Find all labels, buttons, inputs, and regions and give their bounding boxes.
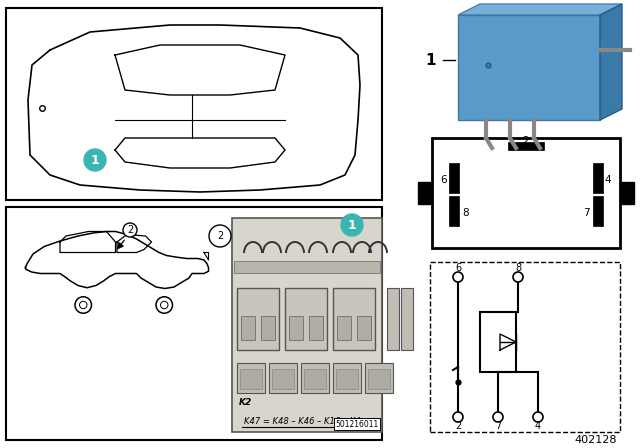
- Text: 7: 7: [582, 208, 589, 218]
- Circle shape: [123, 223, 137, 237]
- Text: 1: 1: [91, 154, 99, 167]
- Bar: [337, 316, 351, 340]
- Bar: [401, 288, 413, 350]
- Bar: [6, 8, 382, 200]
- Bar: [357, 316, 371, 340]
- Text: 2: 2: [127, 225, 133, 235]
- Bar: [333, 363, 361, 393]
- Text: 501216011: 501216011: [335, 419, 379, 428]
- Circle shape: [156, 297, 173, 313]
- Bar: [237, 288, 279, 350]
- Text: 6: 6: [455, 263, 461, 273]
- Circle shape: [453, 412, 463, 422]
- Text: 1: 1: [348, 219, 356, 232]
- Text: 2: 2: [217, 231, 223, 241]
- Circle shape: [493, 412, 503, 422]
- Text: 4: 4: [605, 175, 611, 185]
- Bar: [289, 316, 303, 340]
- Circle shape: [209, 225, 231, 247]
- Text: 2: 2: [523, 136, 529, 146]
- Circle shape: [79, 302, 87, 309]
- Bar: [449, 196, 459, 226]
- Text: 402128: 402128: [575, 435, 617, 445]
- Bar: [301, 363, 329, 393]
- Bar: [6, 207, 382, 440]
- Bar: [593, 163, 603, 193]
- Text: 8: 8: [515, 263, 521, 273]
- Circle shape: [533, 412, 543, 422]
- Text: 6: 6: [441, 175, 447, 185]
- Bar: [261, 316, 275, 340]
- Bar: [449, 163, 459, 193]
- Bar: [240, 369, 262, 389]
- Bar: [365, 363, 393, 393]
- Circle shape: [513, 272, 523, 282]
- Bar: [269, 363, 297, 393]
- Bar: [430, 262, 620, 432]
- Bar: [336, 369, 358, 389]
- Bar: [418, 182, 432, 204]
- Text: 4: 4: [535, 421, 541, 431]
- Bar: [333, 288, 375, 350]
- Polygon shape: [458, 15, 600, 120]
- Circle shape: [75, 297, 92, 313]
- Bar: [232, 218, 382, 432]
- Bar: [368, 369, 390, 389]
- Text: 2: 2: [455, 421, 461, 431]
- Bar: [234, 261, 380, 273]
- Bar: [304, 369, 326, 389]
- Circle shape: [453, 272, 463, 282]
- Text: 1: 1: [426, 52, 436, 68]
- Circle shape: [341, 214, 363, 236]
- Bar: [241, 316, 255, 340]
- Text: 8: 8: [463, 208, 469, 218]
- Bar: [480, 312, 516, 372]
- Circle shape: [84, 149, 106, 171]
- Circle shape: [161, 302, 168, 309]
- Bar: [272, 369, 294, 389]
- Bar: [593, 196, 603, 226]
- Bar: [309, 316, 323, 340]
- Text: 7: 7: [495, 421, 501, 431]
- Text: K47 = K48 – K46 – K16 – K4: K47 = K48 – K46 – K16 – K4: [244, 417, 360, 426]
- Bar: [237, 363, 265, 393]
- Bar: [508, 142, 544, 150]
- Bar: [432, 138, 620, 248]
- Bar: [334, 418, 380, 430]
- Bar: [285, 288, 327, 350]
- Bar: [387, 288, 399, 350]
- Polygon shape: [600, 4, 622, 120]
- Bar: [620, 182, 634, 204]
- Text: K2: K2: [239, 398, 252, 407]
- Polygon shape: [458, 4, 622, 15]
